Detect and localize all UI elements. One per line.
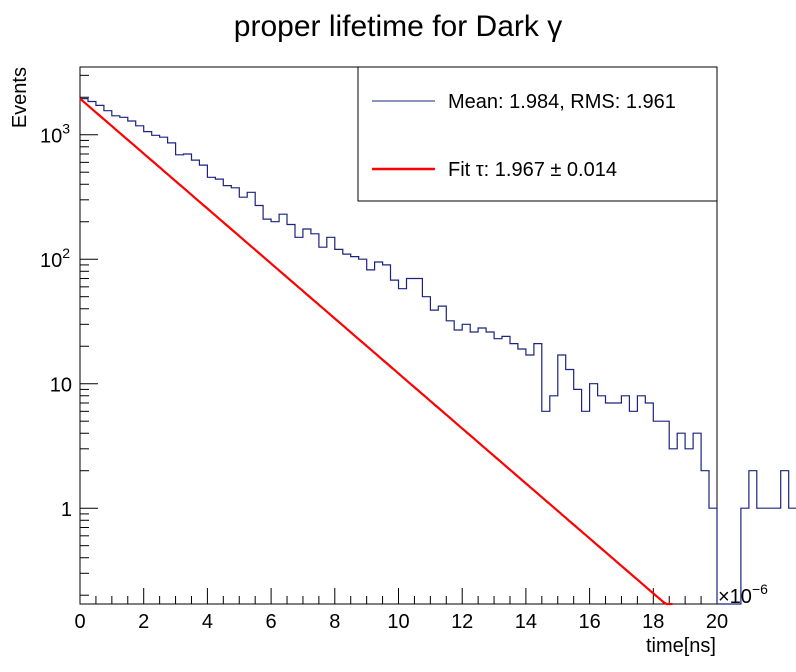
x-tick-label: 0	[74, 611, 85, 633]
x-exponent-label: ×10−6	[718, 581, 768, 608]
x-tick-label: 6	[266, 611, 277, 633]
y-tick-label: 10	[50, 375, 72, 397]
x-tick-label: 2	[138, 611, 149, 633]
legend-box	[357, 66, 718, 202]
x-tick-label: 4	[202, 611, 213, 633]
fit-curve	[79, 97, 673, 606]
y-tick-label: 102	[40, 245, 70, 272]
x-tick-label: 12	[451, 611, 473, 633]
x-axis: 0 2 4 6 8 10 12 14 16 18 20	[74, 588, 728, 633]
histogram-steps	[80, 98, 796, 605]
x-axis-label: time[ns]	[646, 635, 716, 657]
y-tick-label: 1	[61, 499, 72, 521]
y-tick-label: 103	[40, 121, 70, 148]
histogram-layer	[80, 98, 796, 605]
legend-label-histogram: Mean: 1.984, RMS: 1.961	[448, 91, 676, 113]
legend: Mean: 1.984, RMS: 1.961 Fit τ: 1.967 ± 0…	[357, 66, 718, 202]
x-tick-label: 18	[642, 611, 664, 633]
legend-label-fit: Fit τ: 1.967 ± 0.014	[448, 159, 617, 181]
x-tick-label: 14	[515, 611, 537, 633]
fit-layer	[79, 97, 673, 606]
y-axis-label: Events	[9, 67, 31, 128]
y-axis: 1 10 102 103	[40, 74, 98, 596]
x-tick-label: 8	[329, 611, 340, 633]
x-tick-label: 20	[706, 611, 728, 633]
x-tick-label: 16	[578, 611, 600, 633]
x-tick-label: 10	[387, 611, 409, 633]
chart-title: proper lifetime for Dark γ	[234, 10, 562, 43]
